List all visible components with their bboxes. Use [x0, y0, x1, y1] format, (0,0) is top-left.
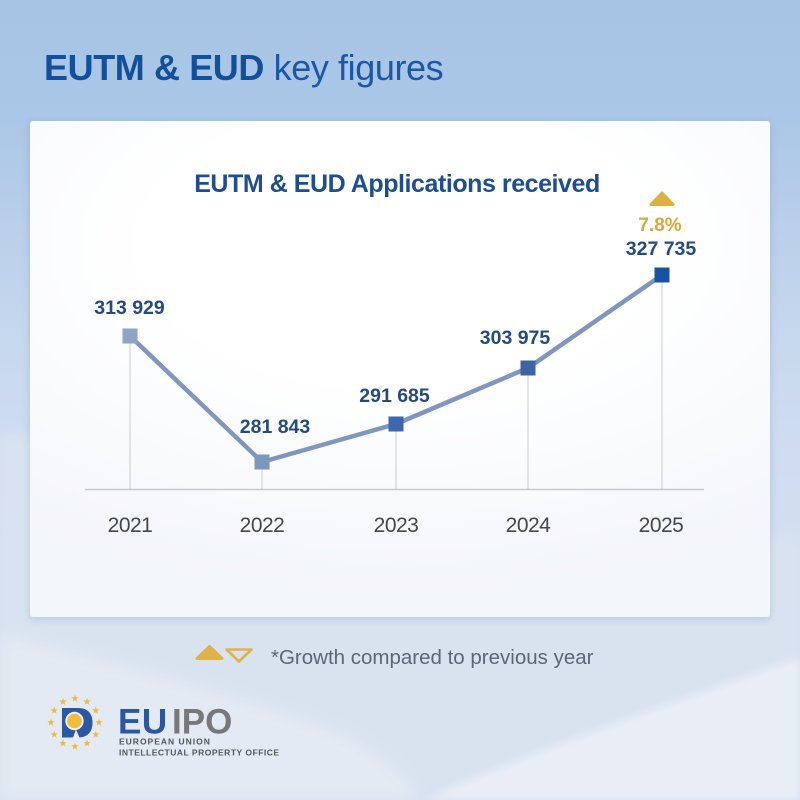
svg-text:2023: 2023 — [374, 514, 419, 537]
svg-text:291 685: 291 685 — [359, 385, 430, 407]
svg-text:2024: 2024 — [506, 514, 552, 537]
svg-text:EUROPEAN UNION: EUROPEAN UNION — [119, 737, 211, 747]
svg-text:281 843: 281 843 — [240, 416, 311, 438]
svg-text:IPO: IPO — [172, 703, 232, 742]
svg-text:EU: EU — [118, 703, 168, 742]
svg-text:2025: 2025 — [639, 514, 684, 537]
svg-text:313 929: 313 929 — [94, 297, 165, 319]
svg-text:7.8%: 7.8% — [638, 215, 681, 236]
svg-text:2022: 2022 — [240, 514, 285, 537]
svg-text:EUTM & EUD Applications receiv: EUTM & EUD Applications received — [194, 170, 600, 198]
svg-text:327 735: 327 735 — [626, 238, 697, 260]
svg-text:*Growth compared to previous y: *Growth compared to previous year — [271, 646, 594, 669]
svg-text:INTELLECTUAL PROPERTY OFFICE: INTELLECTUAL PROPERTY OFFICE — [119, 748, 280, 758]
svg-text:2021: 2021 — [108, 514, 153, 537]
svg-text:303 975: 303 975 — [480, 327, 551, 349]
